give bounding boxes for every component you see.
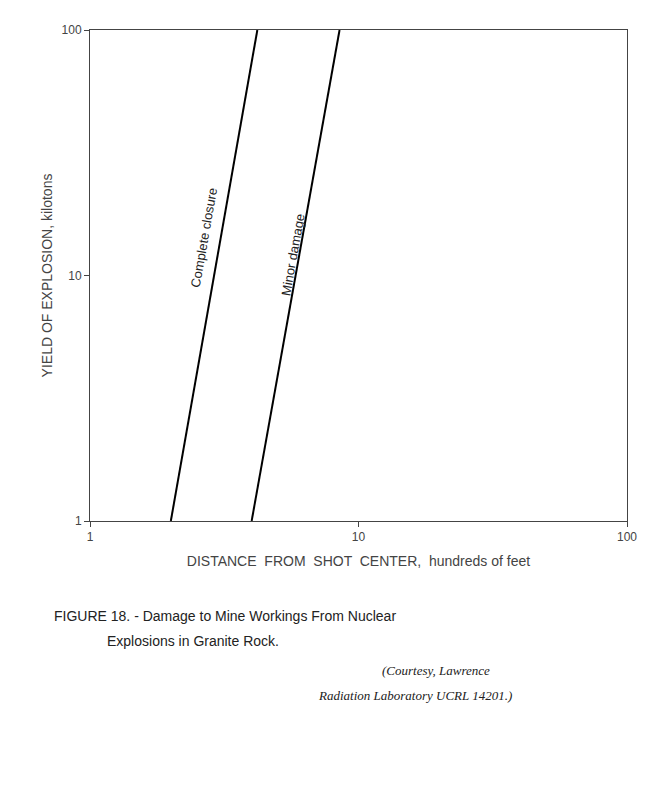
- svg-text:(Courtesy, Lawrence: (Courtesy, Lawrence: [382, 663, 490, 678]
- svg-text:Complete closure: Complete closure: [188, 186, 220, 288]
- svg-text:Minor damage: Minor damage: [278, 212, 307, 296]
- svg-text:YIELD OF EXPLOSION, kilotons: YIELD OF EXPLOSION, kilotons: [39, 174, 55, 378]
- svg-text:Explosions in Granite Rock.: Explosions in Granite Rock.: [107, 633, 279, 649]
- svg-text:100: 100: [62, 23, 82, 37]
- svg-text:10: 10: [352, 530, 366, 544]
- svg-text:1: 1: [87, 530, 94, 544]
- svg-text:DISTANCE FROM SHOT CENTER,: DISTANCE FROM SHOT CENTER, hundreds of f…: [187, 553, 530, 569]
- svg-text:1: 1: [75, 514, 82, 528]
- svg-text:100: 100: [617, 530, 637, 544]
- svg-text:Radiation Laboratory UCRL 1420: Radiation Laboratory UCRL 14201.): [318, 688, 512, 703]
- svg-text:FIGURE 18. - Damage to Mine Wo: FIGURE 18. - Damage to Mine Workings Fro…: [54, 608, 396, 624]
- svg-text:10: 10: [68, 269, 82, 283]
